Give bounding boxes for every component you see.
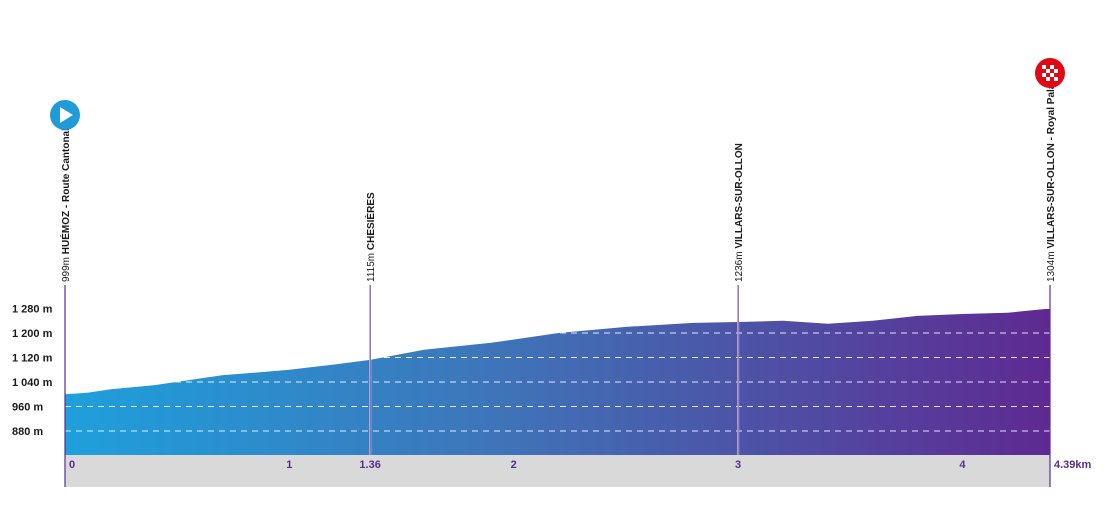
finish-check-square bbox=[1050, 77, 1054, 81]
x-tick-label: 1 bbox=[286, 459, 292, 471]
finish-check-square bbox=[1050, 73, 1054, 77]
x-tick-label: 4.39km bbox=[1054, 459, 1092, 471]
distance-band bbox=[65, 455, 1050, 487]
x-tick-label: 1.36 bbox=[359, 459, 380, 471]
y-tick-label: 880 m bbox=[12, 426, 43, 438]
finish-check-square bbox=[1054, 69, 1058, 73]
finish-check-square bbox=[1050, 69, 1054, 73]
location-altitude: 999m bbox=[61, 254, 72, 282]
finish-check-square bbox=[1046, 65, 1050, 69]
finish-check-square bbox=[1054, 65, 1058, 69]
finish-check-square bbox=[1046, 77, 1050, 81]
x-tick-label: 3 bbox=[735, 459, 741, 471]
start-icon bbox=[50, 100, 80, 130]
x-tick-label: 2 bbox=[511, 459, 517, 471]
finish-check-square bbox=[1042, 77, 1046, 81]
location-name: CHESIÈRES bbox=[364, 192, 377, 250]
finish-check-square bbox=[1054, 73, 1058, 77]
y-tick-label: 960 m bbox=[12, 402, 43, 414]
elevation-area bbox=[65, 308, 1050, 455]
location-label: 1304m VILLARS-SUR-OLLON - Royal Palace bbox=[1046, 72, 1057, 282]
location-label: 1115m CHESIÈRES bbox=[364, 192, 377, 282]
location-name: VILLARS-SUR-OLLON bbox=[734, 143, 745, 249]
finish-check-square bbox=[1050, 65, 1054, 69]
finish-check-square bbox=[1046, 73, 1050, 77]
finish-check-square bbox=[1054, 77, 1058, 81]
finish-flag-icon bbox=[1035, 58, 1065, 88]
location-altitude: 1236m bbox=[734, 249, 745, 282]
finish-check-square bbox=[1042, 69, 1046, 73]
y-tick-label: 1 280 m bbox=[12, 304, 53, 316]
start-icon-triangle bbox=[60, 107, 73, 123]
location-label: 1236m VILLARS-SUR-OLLON bbox=[734, 143, 745, 282]
location-name: HUÉMOZ - Route Cantonale bbox=[59, 122, 72, 254]
y-tick-label: 1 200 m bbox=[12, 328, 53, 340]
x-tick-label: 0 bbox=[69, 459, 75, 471]
y-tick-label: 1 040 m bbox=[12, 377, 53, 389]
finish-check-square bbox=[1046, 69, 1050, 73]
location-name: VILLARS-SUR-OLLON - Royal Palace bbox=[1046, 72, 1057, 249]
finish-check-square bbox=[1042, 65, 1046, 69]
y-tick-label: 1 120 m bbox=[12, 353, 53, 365]
location-altitude: 1115m bbox=[366, 250, 377, 282]
finish-check-square bbox=[1042, 73, 1046, 77]
location-altitude: 1304m bbox=[1046, 249, 1057, 282]
x-tick-label: 4 bbox=[959, 459, 966, 471]
location-label: 999m HUÉMOZ - Route Cantonale bbox=[59, 122, 72, 282]
